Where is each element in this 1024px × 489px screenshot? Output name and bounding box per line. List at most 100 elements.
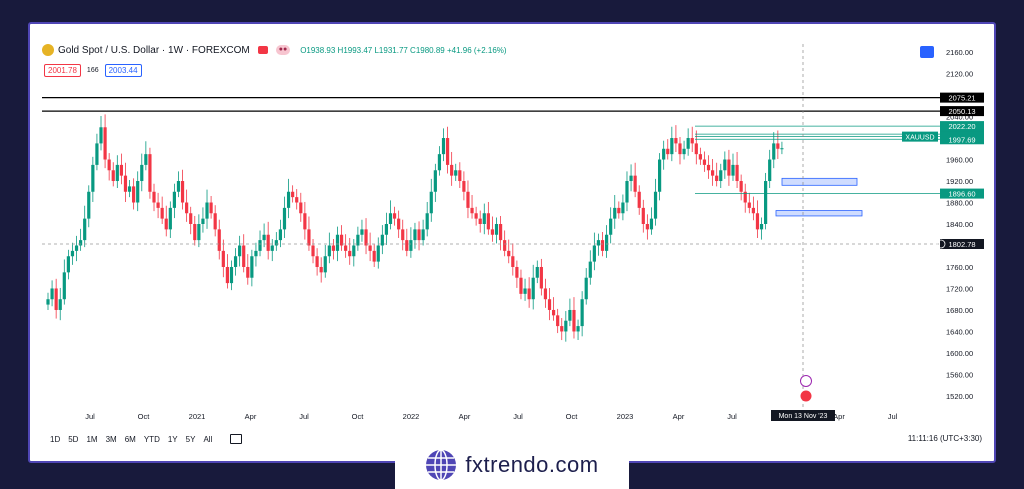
x-tick-label: Apr bbox=[833, 412, 845, 421]
crosshair-date-label: Mon 13 Nov '23 bbox=[779, 413, 828, 420]
x-tick-label: Apr bbox=[673, 412, 685, 421]
y-tick-label: 1680.00 bbox=[946, 306, 973, 315]
candle-body bbox=[376, 245, 380, 262]
candle-body bbox=[507, 250, 511, 257]
candle-body bbox=[715, 175, 719, 182]
candle-body bbox=[213, 213, 217, 230]
timeframe-5y[interactable]: 5Y bbox=[185, 434, 196, 444]
timeframe-5d[interactable]: 5D bbox=[68, 434, 79, 444]
buy-price-button[interactable]: 2003.44 bbox=[104, 64, 142, 77]
x-tick-label: Oct bbox=[566, 412, 579, 421]
candle-body bbox=[478, 218, 482, 224]
candle-body bbox=[319, 266, 323, 273]
candle-body bbox=[388, 213, 393, 224]
calendar-icon[interactable] bbox=[230, 434, 243, 444]
candle-body bbox=[776, 143, 780, 149]
price-badge-label: 2050.13 bbox=[948, 107, 975, 116]
y-tick-label: 1960.00 bbox=[946, 156, 973, 165]
candle-body bbox=[392, 213, 397, 219]
lightning-event-icon[interactable] bbox=[800, 375, 812, 387]
market-closed-icon[interactable] bbox=[257, 46, 268, 54]
candle-body bbox=[172, 191, 176, 208]
candle-body bbox=[764, 181, 768, 224]
candle-body bbox=[686, 138, 690, 149]
candle-body bbox=[274, 240, 278, 246]
candle-body bbox=[144, 154, 148, 165]
candlestick-chart[interactable]: 1520.00 1560.00 1600.00 1640.00 1680.00 1720.… bbox=[30, 24, 996, 463]
candle-body bbox=[66, 256, 70, 273]
candle-body bbox=[209, 202, 213, 214]
candle-body bbox=[462, 181, 466, 192]
chart-panel: 1520.00 1560.00 1600.00 1640.00 1680.00 1720.… bbox=[30, 24, 994, 461]
chart-settings-icon[interactable] bbox=[920, 46, 934, 58]
y-tick-label: 2160.00 bbox=[946, 48, 973, 57]
timezone-clock[interactable]: 11:11:16 (UTC+3:30) bbox=[907, 434, 982, 443]
candle-body bbox=[413, 229, 417, 241]
x-tick-label: Oct bbox=[138, 412, 151, 421]
price-badge bbox=[940, 238, 984, 249]
candle-body bbox=[568, 309, 572, 321]
candle-body bbox=[576, 326, 580, 332]
candle-body bbox=[364, 229, 368, 246]
candle-body bbox=[62, 272, 66, 300]
candle-body bbox=[140, 164, 144, 182]
candle-body bbox=[372, 250, 376, 262]
indicator-toggle-icon[interactable]: ●● bbox=[275, 45, 291, 55]
candle-body bbox=[494, 224, 499, 235]
timeframe-1m[interactable]: 1M bbox=[86, 434, 98, 444]
brand-name[interactable]: fxtrendo.com bbox=[465, 452, 599, 477]
y-tick-label: 1920.00 bbox=[946, 177, 973, 186]
candle-body bbox=[596, 240, 601, 246]
candle-body bbox=[556, 315, 560, 327]
y-tick-label: 1600.00 bbox=[946, 349, 973, 358]
candle-body bbox=[523, 288, 527, 294]
timeframe-1y[interactable]: 1Y bbox=[167, 434, 178, 444]
candle-body bbox=[193, 224, 197, 241]
candle-body bbox=[527, 288, 531, 300]
candle-body bbox=[278, 229, 283, 241]
candle-body bbox=[282, 207, 287, 230]
candle-body bbox=[327, 245, 331, 257]
us-flag-event-icon[interactable] bbox=[800, 390, 812, 402]
candle-body bbox=[95, 143, 99, 165]
candle-body bbox=[46, 299, 50, 305]
candle-body bbox=[445, 138, 450, 165]
timeframe-all[interactable]: All bbox=[203, 434, 213, 444]
brand-tab: fxtrendo.com bbox=[395, 441, 629, 489]
x-tick-label: Oct bbox=[352, 412, 365, 421]
price-badge bbox=[940, 134, 984, 145]
price-badge bbox=[940, 188, 984, 199]
candle-body bbox=[115, 164, 119, 182]
candle-body bbox=[229, 266, 234, 284]
symbol-title[interactable]: Gold Spot / U.S. Dollar · 1W · FOREXCOM bbox=[58, 44, 250, 56]
candle-body bbox=[539, 266, 543, 289]
price-badge bbox=[940, 121, 984, 132]
x-tick-label: Jul bbox=[888, 412, 898, 421]
candle-body bbox=[421, 229, 425, 241]
candle-body bbox=[303, 213, 307, 230]
candle-body bbox=[588, 261, 592, 278]
candle-body bbox=[70, 250, 75, 257]
candle-body bbox=[441, 138, 446, 155]
x-tick-label: Jul bbox=[85, 412, 95, 421]
candle-body bbox=[180, 181, 185, 203]
candle-body bbox=[380, 234, 384, 246]
candle-body bbox=[498, 224, 503, 241]
candle-body bbox=[270, 245, 274, 251]
candle-body bbox=[397, 218, 401, 230]
timeframe-ytd[interactable]: YTD bbox=[143, 434, 160, 444]
timeframe-1d[interactable]: 1D bbox=[50, 434, 61, 444]
timeframe-6m[interactable]: 6M bbox=[124, 434, 136, 444]
candle-body bbox=[384, 224, 389, 235]
candle-body bbox=[706, 164, 711, 171]
candle-body bbox=[74, 245, 79, 251]
timeframe-3m[interactable]: 3M bbox=[105, 434, 117, 444]
candle-body bbox=[637, 191, 641, 208]
candle-body bbox=[83, 218, 87, 241]
add-level-icon[interactable] bbox=[936, 239, 946, 249]
candle-body bbox=[662, 148, 666, 160]
y-tick-label: 1760.00 bbox=[946, 263, 973, 272]
candle-body bbox=[250, 256, 254, 278]
sell-price-button[interactable]: 2001.78 bbox=[44, 64, 81, 77]
candle-body bbox=[152, 191, 156, 203]
